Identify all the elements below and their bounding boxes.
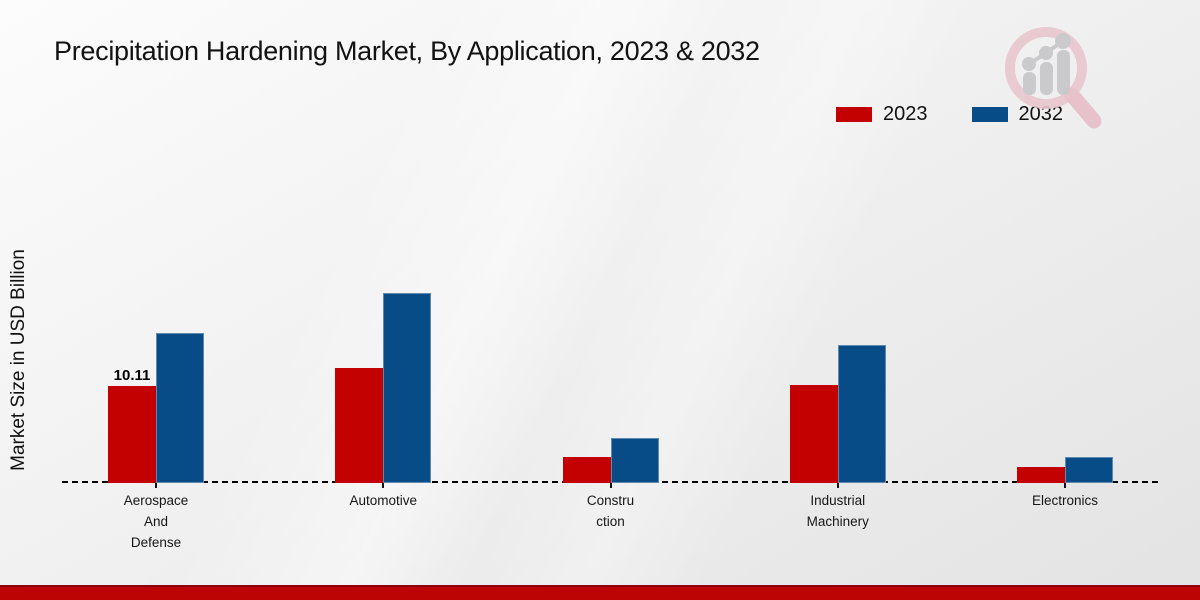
- bar-2032-category-3: [837, 345, 886, 483]
- bar-2032-category-0: [156, 333, 204, 483]
- bar-2032-category-4: [1065, 457, 1113, 483]
- x-axis-tick: [1064, 483, 1066, 488]
- x-tick-label: Automotive: [349, 493, 418, 508]
- bar-2023-category-3: [789, 385, 838, 483]
- bar-2032-category-2: [610, 438, 659, 483]
- bar-2023-category-2: [562, 457, 611, 483]
- bar-2023-category-1: [335, 368, 384, 483]
- x-tick-label: Aerospace And Defense: [123, 493, 189, 550]
- x-axis-tick: [382, 483, 385, 488]
- legend-label-2023: 2023: [883, 103, 928, 125]
- legend-swatch-2023: [836, 107, 872, 122]
- value-label: 10.11: [113, 367, 151, 384]
- legend-swatch-2032: [971, 107, 1008, 122]
- x-tick-label: Electronics: [1031, 493, 1099, 508]
- bar-2032-category-1: [383, 293, 432, 483]
- chart-title: Precipitation Hardening Market, By Appli…: [54, 36, 760, 66]
- x-tick-label: Constru ction: [586, 493, 635, 529]
- x-axis-tick: [155, 483, 157, 488]
- legend-item-2023: 2023: [836, 103, 928, 126]
- y-axis-label: Market Size in USD Billion: [8, 249, 29, 471]
- x-axis-tick: [836, 483, 839, 488]
- bar-2023-category-0: [108, 386, 156, 483]
- footer-red-strip: [0, 585, 1200, 600]
- magnifier-growth-logo-icon: [1005, 27, 1102, 129]
- plot-area: Aerospace And Defense Automotive Constru c…: [62, 140, 1158, 550]
- x-axis-tick: [609, 483, 612, 488]
- x-tick-label: Industrial Machinery: [806, 493, 869, 529]
- bar-2023-category-4: [1017, 467, 1065, 483]
